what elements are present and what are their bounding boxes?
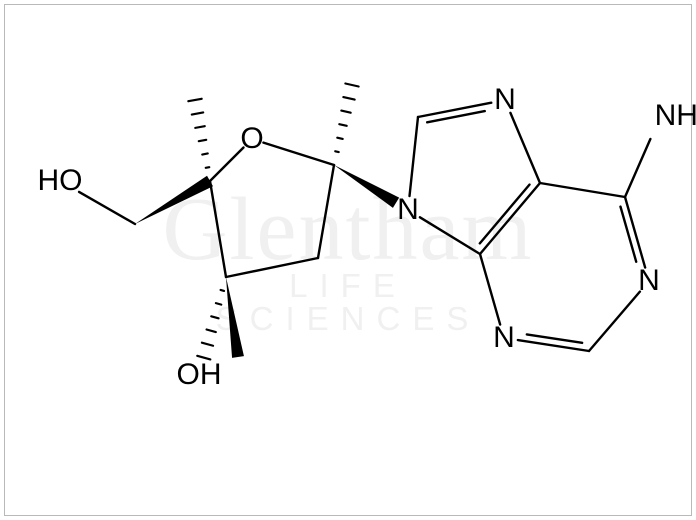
atom-label-O_ring: O (240, 122, 263, 156)
atom-label-N1: N (638, 264, 660, 298)
molecule-drawing (0, 0, 696, 520)
atom-label-N7: N (494, 83, 516, 117)
atom-label-NH2: NH2 (655, 99, 696, 135)
atom-label-OH_3: OH (177, 358, 222, 392)
atom-label-HO_ch2: HO (38, 164, 83, 198)
atom-label-N9: N (397, 193, 419, 227)
atom-label-N3: N (493, 321, 515, 355)
